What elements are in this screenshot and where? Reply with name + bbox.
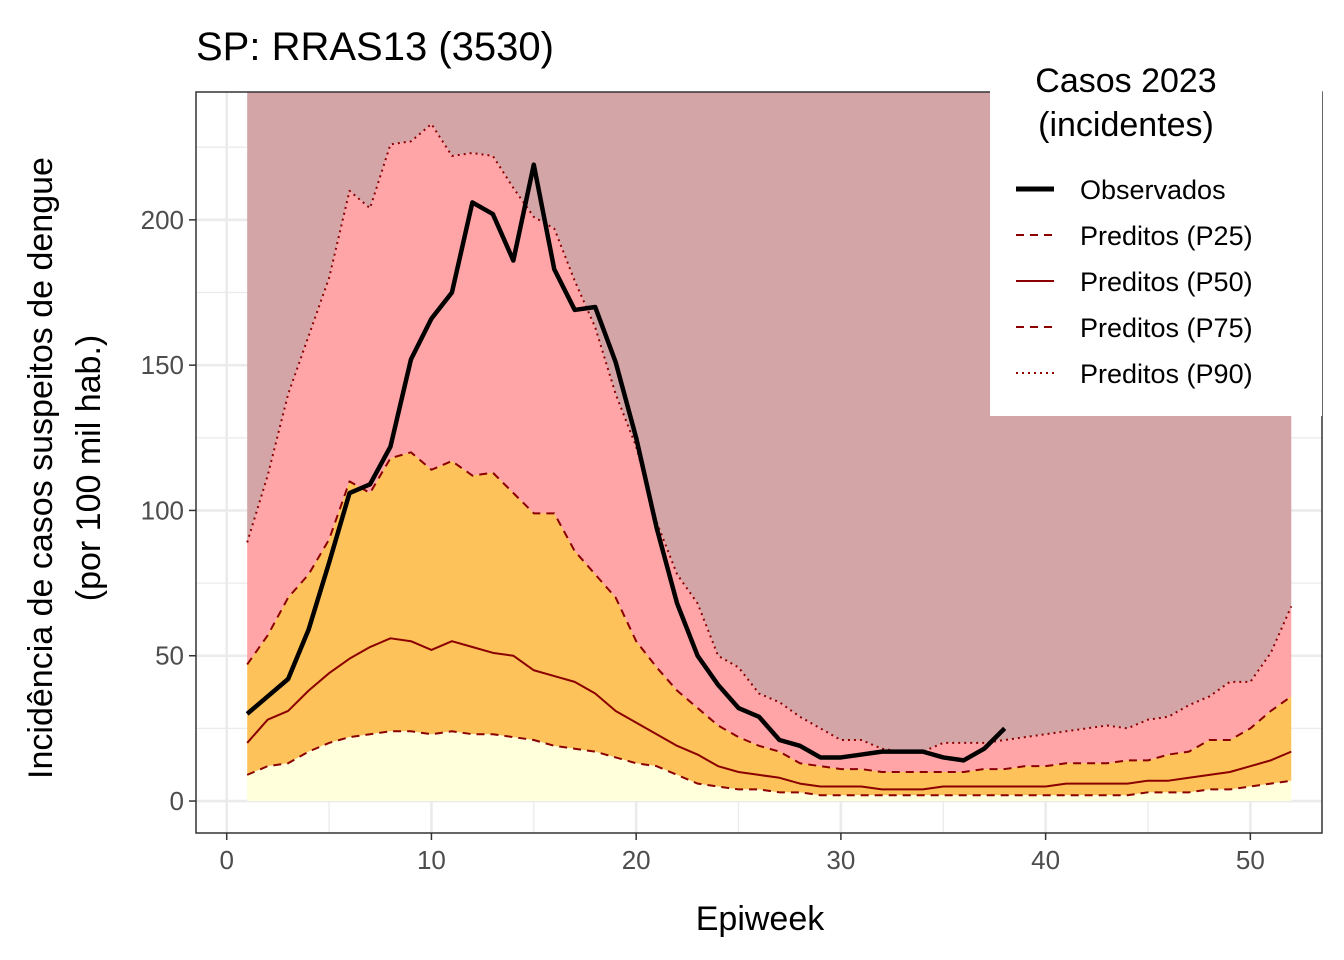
legend-label-p90: Preditos (P90)	[1080, 359, 1253, 389]
y-tick-label: 50	[155, 641, 184, 671]
x-tick-label: 30	[826, 845, 855, 875]
series-line-observed	[245, 162, 1007, 763]
series-line-p75	[246, 451, 1292, 773]
legend-label-p75: Preditos (P75)	[1080, 313, 1253, 343]
y-tick-label: 150	[141, 350, 184, 380]
legend-background	[990, 70, 1322, 416]
x-tick-label: 0	[219, 845, 233, 875]
y-tick-label: 200	[141, 205, 184, 235]
band-p25-p75	[247, 452, 1292, 796]
legend-label-p50: Preditos (P50)	[1080, 267, 1253, 297]
y-axis-title: Incidência de casos suspeitos de dengue	[22, 157, 60, 779]
legend-label-observed: Observados	[1080, 175, 1226, 205]
x-tick-label: 50	[1236, 845, 1265, 875]
x-tick-label: 10	[417, 845, 446, 875]
legend-subtitle: (incidentes)	[1038, 106, 1214, 144]
chart-title: SP: RRAS13 (3530)	[196, 25, 554, 69]
legend: Casos 2023 (incidentes) Observados Preditos…	[990, 62, 1322, 416]
band-p75-p90	[247, 123, 1292, 772]
band-below-p25	[247, 731, 1292, 802]
panel-border	[195, 91, 1323, 834]
y-tick-label: 0	[170, 786, 184, 816]
legend-label-p25: Preditos (P25)	[1080, 221, 1253, 251]
legend-title: Casos 2023	[1035, 62, 1216, 100]
y-tick-label: 100	[141, 495, 184, 525]
series-line-p50	[246, 637, 1292, 791]
series-line-p25	[246, 730, 1292, 797]
x-tick-label: 40	[1031, 845, 1060, 875]
x-axis-title: Epiweek	[696, 900, 826, 938]
x-tick-label: 20	[622, 845, 651, 875]
y-axis-subtitle: (por 100 mil hab.)	[70, 335, 108, 601]
